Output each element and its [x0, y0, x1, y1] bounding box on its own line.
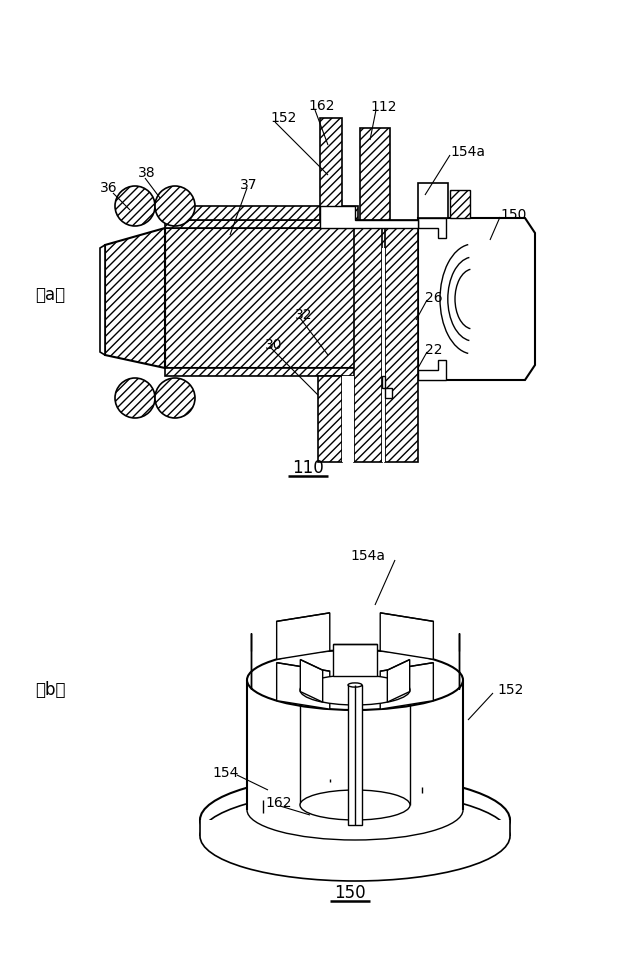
Polygon shape	[165, 368, 418, 376]
Text: （b）: （b）	[35, 681, 65, 699]
Polygon shape	[348, 685, 362, 825]
Text: 162: 162	[308, 99, 335, 113]
Ellipse shape	[348, 683, 362, 687]
Text: （a）: （a）	[35, 286, 65, 304]
Ellipse shape	[200, 791, 510, 881]
Polygon shape	[165, 220, 418, 228]
Circle shape	[115, 378, 155, 418]
Ellipse shape	[247, 780, 463, 840]
Polygon shape	[100, 245, 105, 355]
Polygon shape	[318, 376, 342, 462]
Polygon shape	[300, 659, 323, 702]
Text: 30: 30	[265, 338, 282, 352]
Polygon shape	[247, 680, 463, 810]
Polygon shape	[380, 613, 433, 659]
Text: 22: 22	[425, 343, 442, 357]
Text: 32: 32	[295, 308, 312, 322]
Polygon shape	[354, 228, 382, 462]
Polygon shape	[276, 662, 330, 709]
Polygon shape	[380, 662, 433, 709]
Circle shape	[155, 186, 195, 226]
Text: 152: 152	[270, 111, 296, 125]
Polygon shape	[360, 128, 390, 220]
Polygon shape	[276, 613, 330, 659]
Text: 154a: 154a	[350, 549, 385, 563]
Polygon shape	[418, 218, 446, 238]
Polygon shape	[200, 820, 510, 836]
Text: 152: 152	[497, 683, 524, 697]
Polygon shape	[387, 659, 410, 702]
Text: 162: 162	[265, 796, 291, 810]
Polygon shape	[320, 118, 342, 220]
Ellipse shape	[247, 650, 463, 710]
Ellipse shape	[300, 675, 410, 705]
Text: 26: 26	[425, 291, 443, 305]
Text: 37: 37	[240, 178, 257, 192]
Polygon shape	[418, 218, 535, 380]
Text: 150: 150	[500, 208, 526, 222]
Circle shape	[115, 186, 155, 226]
Circle shape	[155, 378, 195, 418]
Polygon shape	[382, 376, 392, 398]
Text: 112: 112	[370, 100, 397, 114]
Polygon shape	[165, 206, 358, 220]
Text: 36: 36	[100, 181, 118, 195]
Polygon shape	[333, 644, 378, 676]
Polygon shape	[450, 190, 470, 218]
Text: 154a: 154a	[450, 145, 485, 159]
Polygon shape	[418, 183, 448, 218]
Text: 154: 154	[212, 766, 238, 780]
Text: 110: 110	[292, 459, 324, 477]
Polygon shape	[165, 228, 418, 368]
Polygon shape	[385, 228, 418, 462]
Ellipse shape	[300, 790, 410, 820]
Polygon shape	[342, 376, 354, 462]
Ellipse shape	[200, 775, 510, 865]
Text: 38: 38	[138, 166, 156, 180]
Text: 150: 150	[334, 884, 366, 902]
Polygon shape	[105, 228, 165, 368]
Polygon shape	[418, 360, 446, 380]
Polygon shape	[320, 206, 418, 228]
Polygon shape	[382, 248, 385, 462]
